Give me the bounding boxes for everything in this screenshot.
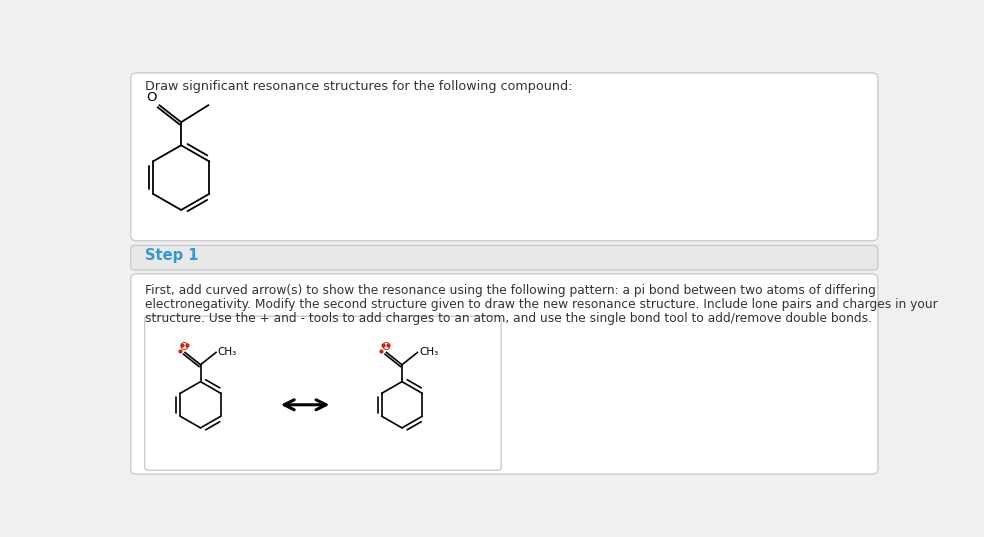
FancyBboxPatch shape [131,73,878,241]
Text: O: O [146,91,156,105]
FancyBboxPatch shape [145,316,501,470]
Text: O: O [180,342,189,352]
Text: CH₃: CH₃ [419,347,438,358]
Text: Step 1: Step 1 [145,248,198,263]
FancyBboxPatch shape [131,245,878,270]
Text: First, add curved arrow(s) to show the resonance using the following pattern: a : First, add curved arrow(s) to show the r… [145,284,876,297]
FancyBboxPatch shape [131,274,878,474]
Text: electronegativity. Modify the second structure given to draw the new resonance s: electronegativity. Modify the second str… [145,297,938,311]
Text: CH₃: CH₃ [217,347,237,358]
Text: Draw significant resonance structures for the following compound:: Draw significant resonance structures fo… [145,80,573,93]
Text: structure. Use the + and - tools to add charges to an atom, and use the single b: structure. Use the + and - tools to add … [145,311,872,324]
Text: O: O [382,342,390,352]
